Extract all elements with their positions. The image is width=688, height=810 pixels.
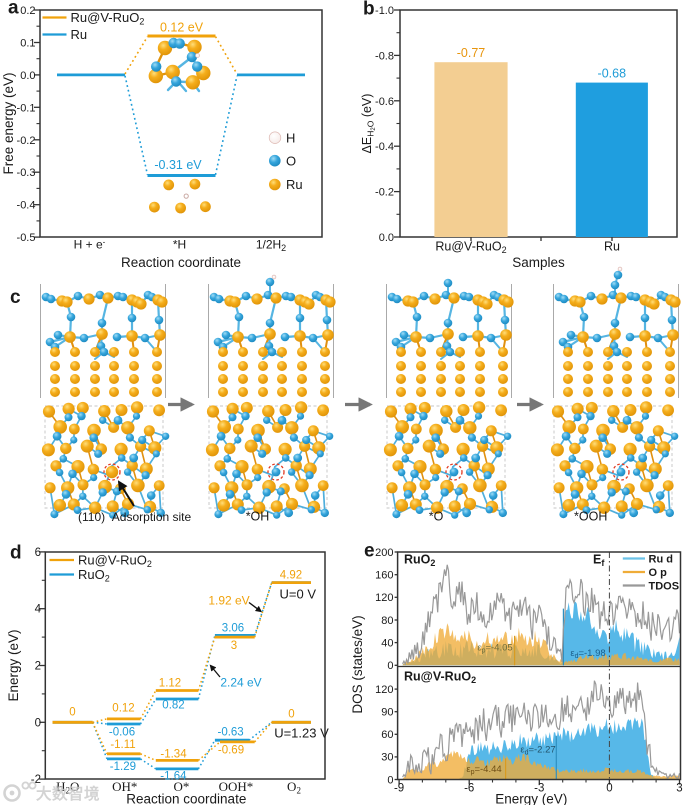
svg-text:U=0 V: U=0 V: [280, 587, 317, 602]
svg-text:*OH: *OH: [246, 510, 270, 524]
svg-text:0.82: 0.82: [162, 700, 184, 712]
svg-text:b: b: [363, 0, 375, 20]
svg-text:-0.4: -0.4: [375, 141, 394, 153]
svg-text:Free energy (eV): Free energy (eV): [1, 72, 16, 174]
svg-text:0: 0: [387, 660, 393, 672]
svg-text:4.92: 4.92: [280, 570, 302, 582]
svg-text:2: 2: [35, 661, 41, 673]
svg-text:0: 0: [288, 709, 294, 721]
svg-text:6: 6: [35, 547, 41, 559]
svg-text:-0.4: -0.4: [17, 200, 36, 212]
svg-text:80: 80: [381, 615, 393, 627]
svg-text:Energy (eV): Energy (eV): [6, 629, 21, 701]
svg-text:Samples: Samples: [512, 255, 565, 270]
svg-text:1.12: 1.12: [159, 678, 181, 690]
svg-text:Ru@V-RuO2: Ru@V-RuO2: [435, 240, 506, 256]
svg-text:-0.68: -0.68: [598, 67, 627, 81]
svg-text:Ru: Ru: [604, 240, 620, 254]
svg-text:0: 0: [35, 717, 41, 729]
svg-text:0.12 eV: 0.12 eV: [160, 21, 204, 35]
svg-text:-0.1: -0.1: [17, 102, 36, 114]
svg-text:d: d: [10, 543, 22, 564]
svg-text:120: 120: [375, 684, 393, 696]
svg-text:-6: -6: [464, 783, 474, 795]
svg-text:-1.11: -1.11: [110, 739, 135, 751]
svg-text:160: 160: [375, 569, 393, 581]
svg-text:-0.31 eV: -0.31 eV: [154, 158, 202, 172]
svg-text:0.2: 0.2: [20, 5, 35, 17]
svg-text:U=1.23 V: U=1.23 V: [274, 726, 329, 741]
svg-text:0.1: 0.1: [20, 37, 35, 49]
svg-text:0.12: 0.12: [112, 703, 134, 715]
svg-text:40: 40: [381, 637, 393, 649]
svg-text:200: 200: [375, 547, 393, 559]
svg-text:Ru d: Ru d: [649, 554, 673, 566]
svg-text:-0.8: -0.8: [375, 50, 394, 62]
svg-text:-0.2: -0.2: [375, 187, 394, 199]
svg-text:4: 4: [35, 604, 42, 616]
svg-text:-1.29: -1.29: [110, 761, 136, 773]
svg-text:0.0: 0.0: [20, 70, 35, 82]
svg-text:1/2H2: 1/2H2: [256, 238, 286, 254]
svg-text:Ru: Ru: [71, 27, 88, 42]
svg-text:*OOH: *OOH: [574, 510, 607, 524]
svg-text:RuO2: RuO2: [404, 553, 435, 569]
svg-text:-0.77: -0.77: [457, 46, 486, 60]
svg-text:TDOS: TDOS: [649, 581, 680, 593]
svg-text:Ru: Ru: [286, 177, 303, 192]
svg-text:O2: O2: [287, 779, 301, 796]
svg-text:a: a: [8, 0, 19, 19]
svg-text:3: 3: [231, 640, 237, 652]
svg-text:-0.6: -0.6: [375, 96, 394, 108]
svg-text:*O: *O: [429, 510, 444, 524]
svg-text:0: 0: [69, 707, 75, 719]
svg-text:3: 3: [676, 783, 682, 795]
svg-text:e: e: [364, 541, 375, 562]
svg-text:*H: *H: [173, 238, 186, 252]
svg-text:Ef: Ef: [593, 553, 605, 569]
svg-text:Reaction coordinate: Reaction coordinate: [121, 255, 241, 270]
svg-text:3.06: 3.06: [222, 623, 244, 635]
svg-text:-0.06: -0.06: [109, 727, 135, 739]
svg-text:30: 30: [381, 752, 393, 764]
svg-text:60: 60: [381, 729, 393, 741]
svg-text:c: c: [10, 287, 21, 308]
svg-text:-0.5: -0.5: [17, 232, 36, 244]
svg-text:90: 90: [381, 707, 393, 719]
svg-text:-1.0: -1.0: [375, 5, 394, 17]
svg-text:-1.34: -1.34: [160, 749, 187, 761]
svg-text:120: 120: [375, 592, 393, 604]
svg-text:-0.63: -0.63: [217, 727, 243, 739]
svg-text:-0.69: -0.69: [218, 745, 244, 757]
svg-text:-9: -9: [394, 783, 404, 795]
svg-text:0.0: 0.0: [379, 232, 394, 244]
svg-text:Ru@V-RuO2: Ru@V-RuO2: [71, 10, 145, 27]
svg-text:RuO2: RuO2: [78, 567, 110, 584]
svg-text:DOS (states/eV): DOS (states/eV): [350, 615, 365, 713]
svg-text:(110) Adsorption site: (110) Adsorption site: [78, 510, 191, 524]
svg-text:Reaction coordinate: Reaction coordinate: [126, 792, 246, 806]
svg-text:2.24 eV: 2.24 eV: [220, 676, 261, 690]
svg-text:H: H: [286, 130, 295, 145]
svg-text:-0.2: -0.2: [17, 135, 36, 147]
svg-text:0: 0: [387, 774, 393, 786]
svg-text:1.92 eV: 1.92 eV: [208, 594, 249, 608]
svg-text:0: 0: [606, 783, 612, 795]
svg-text:大数智境: 大数智境: [36, 784, 100, 803]
svg-text:Energy (eV): Energy (eV): [495, 792, 567, 806]
svg-text:H + e-: H + e-: [74, 238, 106, 252]
svg-text:O p: O p: [649, 567, 668, 579]
svg-text:O: O: [286, 153, 296, 168]
svg-text:-0.3: -0.3: [17, 167, 36, 179]
svg-text:Ru@V-RuO2: Ru@V-RuO2: [404, 670, 476, 686]
